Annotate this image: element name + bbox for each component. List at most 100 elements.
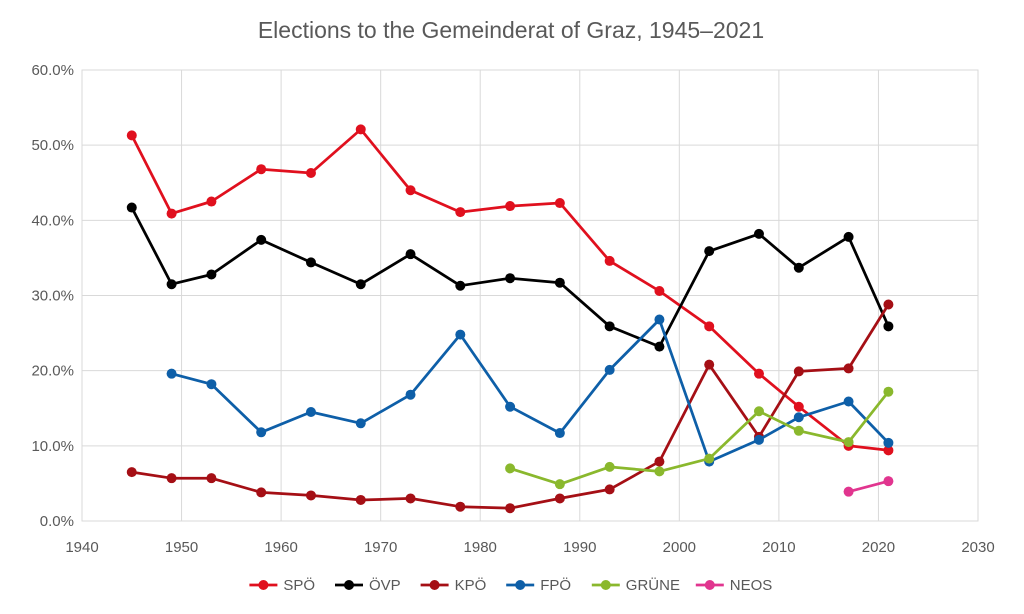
legend-item-kp-: KPÖ xyxy=(420,576,487,594)
data-point-gr-ne xyxy=(753,406,764,417)
series-gr-ne xyxy=(505,386,894,490)
legend-item-sp-: SPÖ xyxy=(249,576,315,594)
series-line-neos xyxy=(847,479,890,494)
gridlines xyxy=(81,69,979,522)
data-point--vp xyxy=(843,231,854,242)
data-point-kp- xyxy=(793,366,804,377)
x-tick-label: 1980 xyxy=(464,539,497,556)
data-point-kp- xyxy=(554,493,565,504)
data-point--vp xyxy=(206,269,217,280)
legend-item-fp-: FPÖ xyxy=(506,576,571,594)
data-point-kp- xyxy=(604,484,615,495)
y-tick-label: 10.0% xyxy=(31,438,74,455)
data-point-kp- xyxy=(355,494,366,505)
x-tick-label: 2000 xyxy=(663,539,696,556)
series-line-fp- xyxy=(170,318,890,463)
plot-border xyxy=(81,69,979,522)
data-point-kp- xyxy=(704,359,715,370)
data-point-kp- xyxy=(305,490,316,501)
series-kp- xyxy=(126,299,894,514)
data-point-gr-ne xyxy=(604,461,615,472)
x-tick-label: 2010 xyxy=(762,539,795,556)
data-point--vp xyxy=(654,341,665,352)
data-point-fp- xyxy=(505,401,516,412)
x-tick-label: 2020 xyxy=(862,539,895,556)
data-point-neos xyxy=(883,476,894,487)
data-point-sp- xyxy=(793,401,804,412)
data-point-gr-ne xyxy=(554,479,565,490)
chart-title: Elections to the Gemeinderat of Graz, 19… xyxy=(258,17,764,43)
data-point--vp xyxy=(126,202,137,213)
data-point-sp- xyxy=(604,255,615,266)
legend: SPÖ ÖVP KPÖ FPÖ GRÜNE NEOS xyxy=(249,576,772,594)
series-neos xyxy=(843,476,894,497)
data-point--vp xyxy=(405,249,416,260)
data-point-sp- xyxy=(753,368,764,379)
data-point--vp xyxy=(554,277,565,288)
data-point-fp- xyxy=(753,434,764,445)
y-tick-label: 40.0% xyxy=(31,212,74,229)
x-tick-label: 2030 xyxy=(961,539,994,556)
series--vp xyxy=(126,202,894,352)
axes: 0.0% 10.0% 20.0% 30.0% 40.0% 50.0% 60.0% 1940 19… xyxy=(31,62,994,556)
data-point-fp- xyxy=(166,368,177,379)
legend-marker-sp- xyxy=(258,580,269,590)
data-point-sp- xyxy=(654,285,665,296)
data-point-gr-ne xyxy=(843,437,854,448)
legend-marker--vp xyxy=(344,580,354,590)
x-tick-label: 1960 xyxy=(264,539,297,556)
data-point-fp- xyxy=(554,428,565,439)
data-point-fp- xyxy=(604,364,615,375)
data-point-sp- xyxy=(554,198,565,209)
y-tick-label: 30.0% xyxy=(31,288,74,305)
data-point-kp- xyxy=(166,473,177,484)
data-point--vp xyxy=(883,321,894,332)
data-point-sp- xyxy=(166,208,177,219)
data-point-gr-ne xyxy=(505,463,516,474)
legend-marker-kp- xyxy=(429,580,440,590)
y-tick-label: 20.0% xyxy=(31,363,74,380)
legend-item--vp: ÖVP xyxy=(335,576,401,594)
data-point-gr-ne xyxy=(704,453,715,464)
data-point-kp- xyxy=(126,467,137,478)
data-point--vp xyxy=(753,228,764,239)
data-point-fp- xyxy=(883,437,894,448)
data-point--vp xyxy=(355,279,366,290)
legend-item-gr-ne: GRÜNE xyxy=(591,576,680,594)
data-point--vp xyxy=(305,257,316,268)
data-point-kp- xyxy=(505,503,516,514)
y-tick-label: 50.0% xyxy=(31,137,74,154)
data-point-sp- xyxy=(704,321,715,332)
legend-marker-gr-ne xyxy=(600,580,611,590)
data-point-sp- xyxy=(455,207,466,218)
legend-label-kp-: KPÖ xyxy=(455,576,487,594)
data-point-fp- xyxy=(206,379,217,390)
data-point-kp- xyxy=(843,363,854,374)
data-point-kp- xyxy=(206,473,217,484)
data-point-sp- xyxy=(126,130,137,141)
data-point-fp- xyxy=(305,407,316,418)
data-point-sp- xyxy=(505,201,516,212)
x-tick-label: 1970 xyxy=(364,539,397,556)
data-point-kp- xyxy=(883,299,894,310)
data-point-fp- xyxy=(256,427,267,438)
data-point-gr-ne xyxy=(793,425,804,436)
data-point--vp xyxy=(505,273,516,284)
y-tick-label: 0.0% xyxy=(40,513,74,530)
data-point-kp- xyxy=(256,487,267,498)
data-point-gr-ne xyxy=(654,466,665,477)
data-point-fp- xyxy=(455,329,466,340)
legend-marker-fp- xyxy=(515,580,526,590)
data-point--vp xyxy=(166,279,177,290)
data-point-neos xyxy=(843,486,854,497)
data-point-sp- xyxy=(355,124,366,135)
data-point-kp- xyxy=(654,456,665,467)
data-point-fp- xyxy=(843,396,854,407)
data-point-fp- xyxy=(793,412,804,423)
data-point--vp xyxy=(793,262,804,273)
legend-label-sp-: SPÖ xyxy=(283,576,315,594)
series-fp- xyxy=(166,314,894,467)
data-point--vp xyxy=(455,280,466,291)
